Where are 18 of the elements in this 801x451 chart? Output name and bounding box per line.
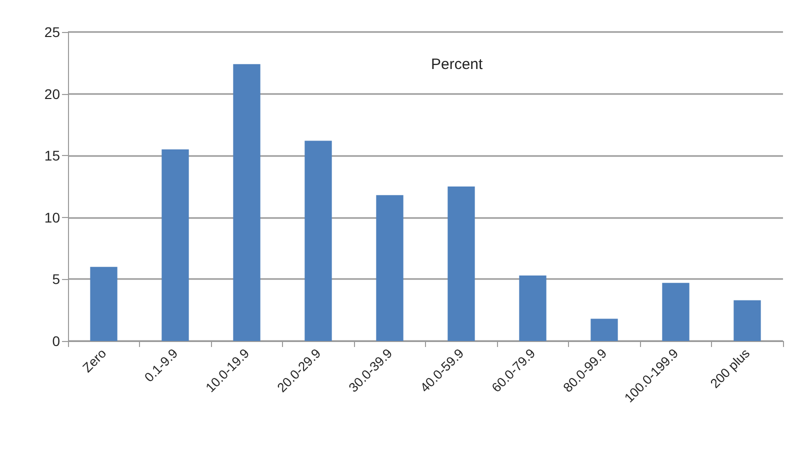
y-tick-label: 10 bbox=[44, 209, 60, 226]
text: Percent bbox=[431, 56, 484, 73]
y-tick-label: 0 bbox=[52, 333, 60, 349]
x-tick-label: 200 plus bbox=[707, 345, 753, 392]
y-tick-label: 15 bbox=[44, 148, 60, 164]
y-tick-label: 5 bbox=[52, 271, 60, 288]
bar bbox=[162, 149, 189, 341]
bar bbox=[662, 282, 690, 341]
bar bbox=[590, 318, 618, 341]
bar bbox=[90, 266, 118, 341]
bar bbox=[734, 300, 761, 341]
bar bbox=[304, 140, 332, 341]
y-tick-label: 20 bbox=[44, 86, 60, 102]
bar bbox=[376, 195, 404, 341]
bar bbox=[519, 275, 546, 341]
bar bbox=[448, 186, 475, 341]
y-tick-label: 25 bbox=[44, 24, 60, 40]
bar bbox=[233, 64, 260, 341]
